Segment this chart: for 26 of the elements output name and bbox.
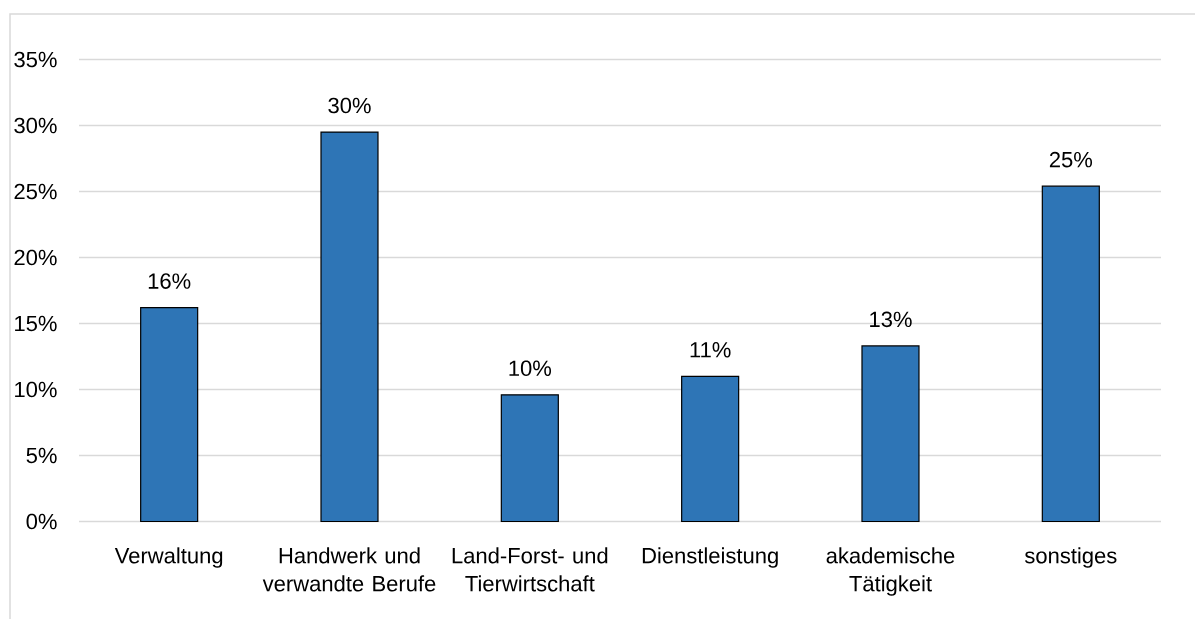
bar (1041, 185, 1100, 523)
data-label: 11% (690, 342, 731, 358)
x-tick-label: Handwerk und verwandte Berufe (262, 547, 436, 592)
x-tick-label: sonstiges (1024, 547, 1117, 568)
y-tick-label: 30% (14, 117, 57, 134)
x-tick-label: Verwaltung (114, 547, 223, 568)
bar (681, 375, 740, 523)
data-label: 16% (148, 273, 191, 289)
bar (140, 307, 199, 523)
data-label: 25% (1049, 151, 1093, 168)
data-label: 30% (328, 97, 371, 114)
y-tick-label: 25% (14, 183, 57, 200)
y-tick-label: 15% (15, 315, 57, 332)
x-tick-label: akademische Tätigkeit (826, 547, 955, 596)
y-tick-label: 20% (14, 249, 57, 266)
data-label: 10% (509, 360, 552, 376)
data-label: 13% (870, 311, 912, 328)
y-tick-label: 10% (15, 381, 57, 398)
bar (500, 394, 559, 523)
y-tick-label: 35% (14, 51, 57, 68)
x-tick-label: Land-Forst- und Tierwirtschaft (452, 547, 608, 592)
bar (861, 345, 920, 523)
y-tick-label: 5% (26, 447, 57, 464)
bar (320, 131, 379, 523)
x-tick-label: Dienstleistung (642, 547, 778, 568)
y-tick-label: 0% (26, 513, 57, 530)
